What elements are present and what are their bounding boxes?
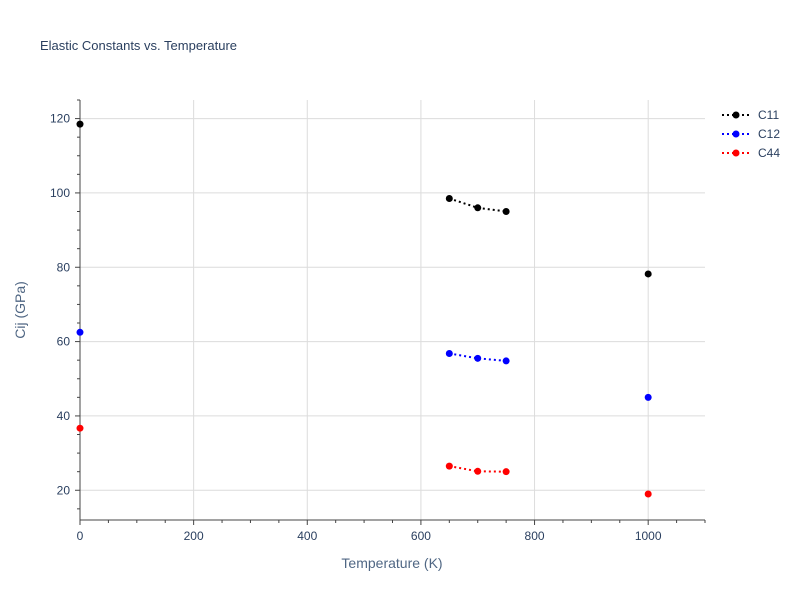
y-axis-title: Cij (GPa) [12, 281, 28, 339]
x-tick-label: 800 [525, 529, 545, 543]
x-axis-title: Temperature (K) [341, 555, 442, 571]
series-c11 [76, 120, 652, 278]
series-c12 [76, 328, 652, 401]
data-point-c44 [644, 490, 652, 498]
x-tick-label: 1000 [635, 529, 662, 543]
series-layer [76, 120, 652, 498]
data-point-c11 [644, 270, 652, 278]
legend-item-c12[interactable]: C12 [722, 127, 780, 141]
data-point-c12 [76, 328, 84, 336]
x-tick-label: 0 [77, 529, 84, 543]
legend-marker-swatch [732, 130, 740, 138]
y-tick-label: 80 [57, 260, 71, 274]
grid [80, 100, 705, 520]
data-point-c12 [644, 393, 652, 401]
axes: 0 200 400 600 800 1000 20 40 60 80 100 120 [50, 99, 706, 543]
legend-marker-swatch [732, 149, 740, 157]
y-tick-label: 40 [57, 409, 71, 423]
legend-label: C12 [758, 127, 780, 141]
data-point-c44 [76, 424, 84, 432]
x-tick-label: 200 [184, 529, 204, 543]
x-tick-label: 600 [411, 529, 431, 543]
y-tick-label: 20 [57, 483, 71, 497]
y-tick-label: 100 [50, 186, 70, 200]
x-tick-label: 400 [297, 529, 317, 543]
data-point-c44 [502, 468, 510, 476]
legend-marker-swatch [732, 111, 740, 119]
legend[interactable]: C11 C12 C44 [722, 108, 780, 160]
data-point-c12 [502, 357, 510, 365]
data-point-c44 [474, 467, 482, 475]
legend-label: C44 [758, 146, 780, 160]
y-tick-label: 60 [57, 335, 71, 349]
y-tick-label: 120 [50, 112, 70, 126]
data-point-c11 [474, 204, 482, 212]
data-point-c11 [76, 120, 84, 128]
data-point-c11 [502, 208, 510, 216]
data-point-c12 [445, 349, 453, 357]
chart-title: Elastic Constants vs. Temperature [40, 38, 237, 53]
data-point-c12 [474, 354, 482, 362]
legend-item-c11[interactable]: C11 [722, 108, 779, 122]
legend-label: C11 [758, 108, 779, 122]
legend-item-c44[interactable]: C44 [722, 146, 780, 160]
data-point-c44 [445, 462, 453, 470]
data-point-c11 [445, 194, 453, 202]
series-c44 [76, 424, 652, 498]
